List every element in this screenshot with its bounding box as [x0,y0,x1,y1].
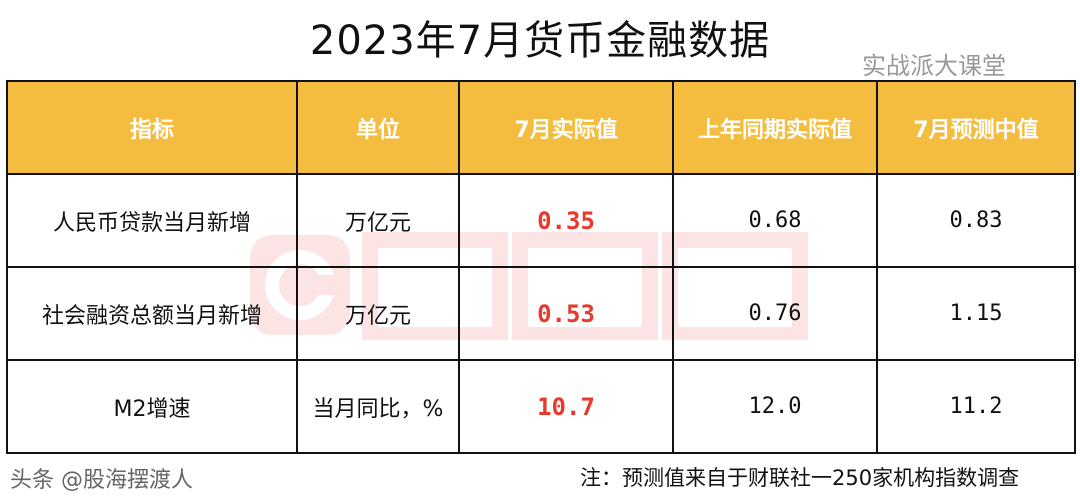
cell-forecast: 1.15 [876,266,1076,361]
cell-last-year: 12.0 [672,359,878,454]
header-indicator: 指标 [6,80,298,175]
wechat-watermark: 实战派大课堂 [862,52,1006,80]
cell-indicator: 人民币贷款当月新增 [6,173,298,268]
toutiao-watermark: 头条 @股海摆渡人 [10,468,193,493]
cell-unit: 万亿元 [296,266,460,361]
cell-actual: 0.53 [458,266,674,361]
header-forecast: 7月预测中值 [876,80,1076,175]
table-row: 社会融资总额当月新增 万亿元 0.53 0.76 1.15 [6,266,1076,361]
cell-actual: 0.35 [458,173,674,268]
cell-unit: 当月同比，% [296,359,460,454]
cell-last-year: 0.68 [672,173,878,268]
header-last-year: 上年同期实际值 [672,80,878,175]
monetary-data-table: 指标 单位 7月实际值 上年同期实际值 7月预测中值 人民币贷款当月新增 万亿元… [6,80,1076,454]
cell-forecast: 0.83 [876,173,1076,268]
table-header-row: 指标 单位 7月实际值 上年同期实际值 7月预测中值 [6,80,1076,175]
cell-unit: 万亿元 [296,173,460,268]
header-actual: 7月实际值 [458,80,674,175]
cell-indicator: M2增速 [6,359,298,454]
header-unit: 单位 [296,80,460,175]
cell-forecast: 11.2 [876,359,1076,454]
table-row: M2增速 当月同比，% 10.7 12.0 11.2 [6,359,1076,454]
cell-indicator: 社会融资总额当月新增 [6,266,298,361]
footnote: 注：预测值来自于财联社一250家机构指数调查 [580,466,1020,490]
cell-actual: 10.7 [458,359,674,454]
page-title: 2023年7月货币金融数据 [309,18,771,64]
table-row: 人民币贷款当月新增 万亿元 0.35 0.68 0.83 [6,173,1076,268]
cell-last-year: 0.76 [672,266,878,361]
